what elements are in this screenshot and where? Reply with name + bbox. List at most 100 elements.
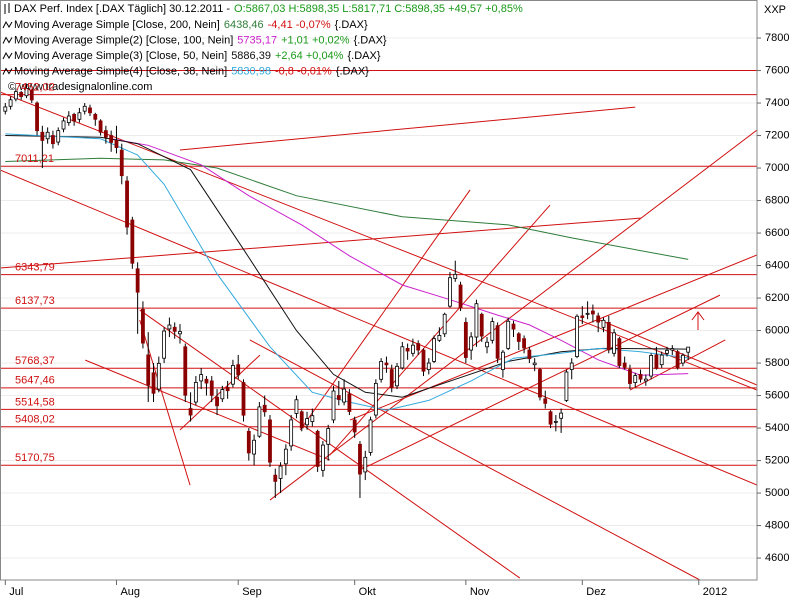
x-tick-label: Dez [586, 586, 606, 598]
candle-body [458, 284, 463, 309]
candle-body [416, 343, 421, 351]
candle-body [246, 430, 251, 454]
candle-body [538, 369, 542, 398]
trendline [179, 354, 261, 431]
candle-body [273, 474, 278, 482]
candle-body [151, 372, 156, 394]
candle-body [156, 362, 161, 390]
candle-body [56, 130, 61, 143]
series-symbol: {.DAX} [336, 65, 369, 77]
x-tick-label: 2012 [703, 586, 727, 598]
candle-body [432, 338, 436, 362]
grid [0, 37, 757, 559]
x-tick-label: Nov [470, 586, 490, 598]
candle-body [231, 365, 235, 385]
candle-body [66, 115, 71, 123]
trendline [299, 189, 471, 431]
series-name: Moving Average Simple(3) [Close, 50, Nei… [14, 50, 227, 62]
y-tick-label: 5600 [765, 389, 789, 401]
candle-body [543, 398, 548, 404]
series-change: +1,01 +0,02% [281, 34, 350, 46]
series-icon [2, 36, 13, 44]
candle-body [146, 354, 151, 386]
candle-body [670, 348, 675, 351]
candle-body [527, 349, 532, 360]
candle-body [665, 349, 669, 354]
candle-body [283, 448, 288, 465]
series-icon [2, 67, 13, 75]
level-label: 6343,79 [15, 262, 55, 274]
y-tick-label: 7600 [765, 64, 789, 76]
candle-body [35, 102, 39, 132]
x-tick-label: Sep [242, 586, 262, 598]
candle-body [622, 362, 627, 368]
candle-body [633, 375, 638, 383]
x-tick-label: Aug [120, 586, 140, 598]
candle-body [193, 381, 198, 403]
candle-body [336, 395, 341, 400]
candle-body [686, 346, 691, 353]
candle-body [209, 380, 214, 396]
moving-average-line [5, 133, 689, 411]
candle-body [167, 324, 172, 330]
candle-body [178, 331, 182, 335]
x-tick-label: Okt [359, 586, 376, 598]
y-tick-label: 6000 [765, 324, 789, 336]
series-change: +2,64 +0,04% [275, 50, 344, 62]
candle-body [596, 315, 601, 323]
trendline [329, 204, 551, 456]
candle-body [130, 219, 135, 264]
candle-body [199, 374, 204, 382]
candle-body [204, 378, 209, 384]
series-name: Moving Average Simple(2) [Close, 100, Ne… [14, 34, 233, 46]
candle-body [628, 369, 632, 384]
candle-body [511, 323, 516, 330]
candle-body [580, 315, 585, 318]
candle-body [649, 355, 654, 377]
candle-body [463, 322, 468, 358]
candle-body [342, 388, 346, 403]
candle-body [188, 408, 193, 416]
candle-body [93, 114, 98, 120]
candle-body [252, 439, 256, 455]
candle-body [98, 120, 103, 133]
candle-body [294, 399, 299, 414]
candle-body [77, 112, 82, 120]
level-label: 5408,02 [15, 414, 55, 426]
candle-body [453, 273, 458, 279]
series-change: -4,41 -0,07% [268, 19, 331, 31]
legend-entry: Moving Average Simple(2) [Close, 100, Ne… [14, 34, 387, 46]
candle-body [437, 335, 442, 341]
candle-body [638, 374, 643, 380]
axis-label: XXP [764, 4, 786, 16]
y-tick-label: 5200 [765, 454, 789, 466]
candle-body [305, 418, 309, 426]
candle-body [426, 362, 431, 370]
candle-body [321, 444, 325, 471]
moving-average-line [111, 138, 689, 376]
candle-body [299, 411, 304, 429]
candle-body [384, 362, 389, 366]
candle-body [421, 349, 426, 372]
y-tick-label: 5400 [765, 422, 789, 434]
candle-body [474, 303, 479, 338]
y-tick-label: 6400 [765, 259, 789, 271]
candle-body [675, 351, 680, 369]
candle-body [310, 415, 315, 422]
candle-body [654, 354, 659, 369]
series-last: 5886,39 [231, 50, 271, 62]
series-change: -0,8 -0,01% [275, 65, 332, 77]
candle-body [82, 105, 87, 112]
y-tick-label: 6600 [765, 227, 789, 239]
candle-body [13, 91, 18, 100]
candle-body [358, 443, 362, 475]
candle-body [8, 99, 13, 107]
candle-body [548, 411, 553, 425]
header-line: DAX Perf. Index [.DAX Täglich] 30.12.201… [14, 3, 523, 15]
candle-body [485, 341, 489, 348]
level-label: 5514,58 [15, 396, 55, 408]
candle-body [479, 313, 484, 337]
candle-body [448, 277, 452, 307]
series-name: Moving Average Simple(4) [Close, 38, Nei… [14, 65, 227, 77]
level-label: 5170,75 [15, 452, 55, 464]
